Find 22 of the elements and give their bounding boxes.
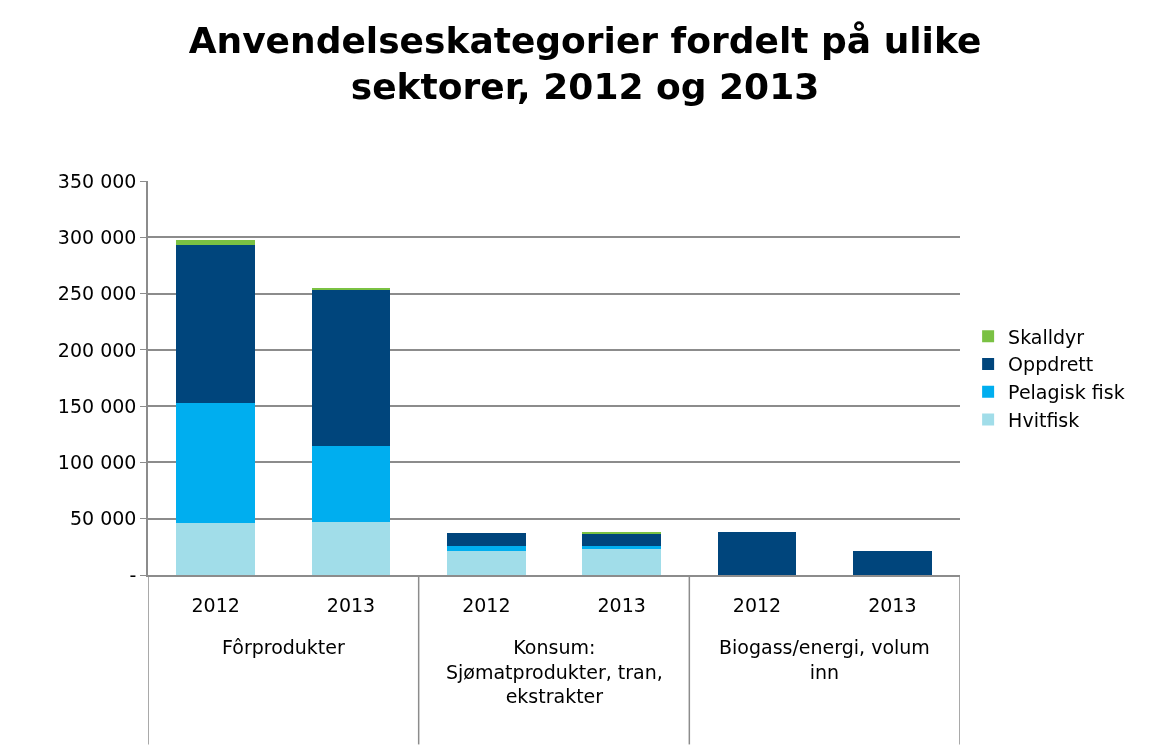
text: Biogass/energi, volum inn — [719, 636, 930, 683]
x-tick-label: 2013 — [868, 593, 917, 616]
y-tick-label: 50 000 — [69, 507, 137, 530]
x-tick-label: 2013 — [326, 593, 376, 616]
y-tick-label: - — [129, 563, 137, 586]
x-tick-label: 2012 — [191, 593, 240, 616]
x-tick-label: 2013 — [597, 593, 646, 616]
text: Fôrprodukter — [222, 636, 346, 658]
y-tick-label: 100 000 — [57, 451, 137, 474]
y-tick-label: 300 000 — [57, 225, 137, 248]
chart-title: Anvendelseskategorier fordelt på ulike sektorer, 2012 og 2013 — [188, 19, 982, 108]
text: Konsum: Sjømatprodukter, tran, ekstrakter — [446, 636, 663, 708]
legend-label: Oppdrett — [1008, 353, 1094, 376]
legend-label: Hvitfisk — [1008, 408, 1080, 431]
legend-label: Skalldyr — [1008, 325, 1085, 348]
y-tick-label: 250 000 — [57, 282, 137, 305]
legend-label: Pelagisk fisk — [1008, 381, 1125, 404]
y-tick-label: 150 000 — [57, 394, 137, 417]
y-tick-label: 200 000 — [57, 338, 137, 361]
y-tick-label: 350 000 — [57, 169, 137, 192]
x-tick-label: 2012 — [732, 593, 782, 616]
x-tick-label: 2012 — [462, 593, 511, 616]
